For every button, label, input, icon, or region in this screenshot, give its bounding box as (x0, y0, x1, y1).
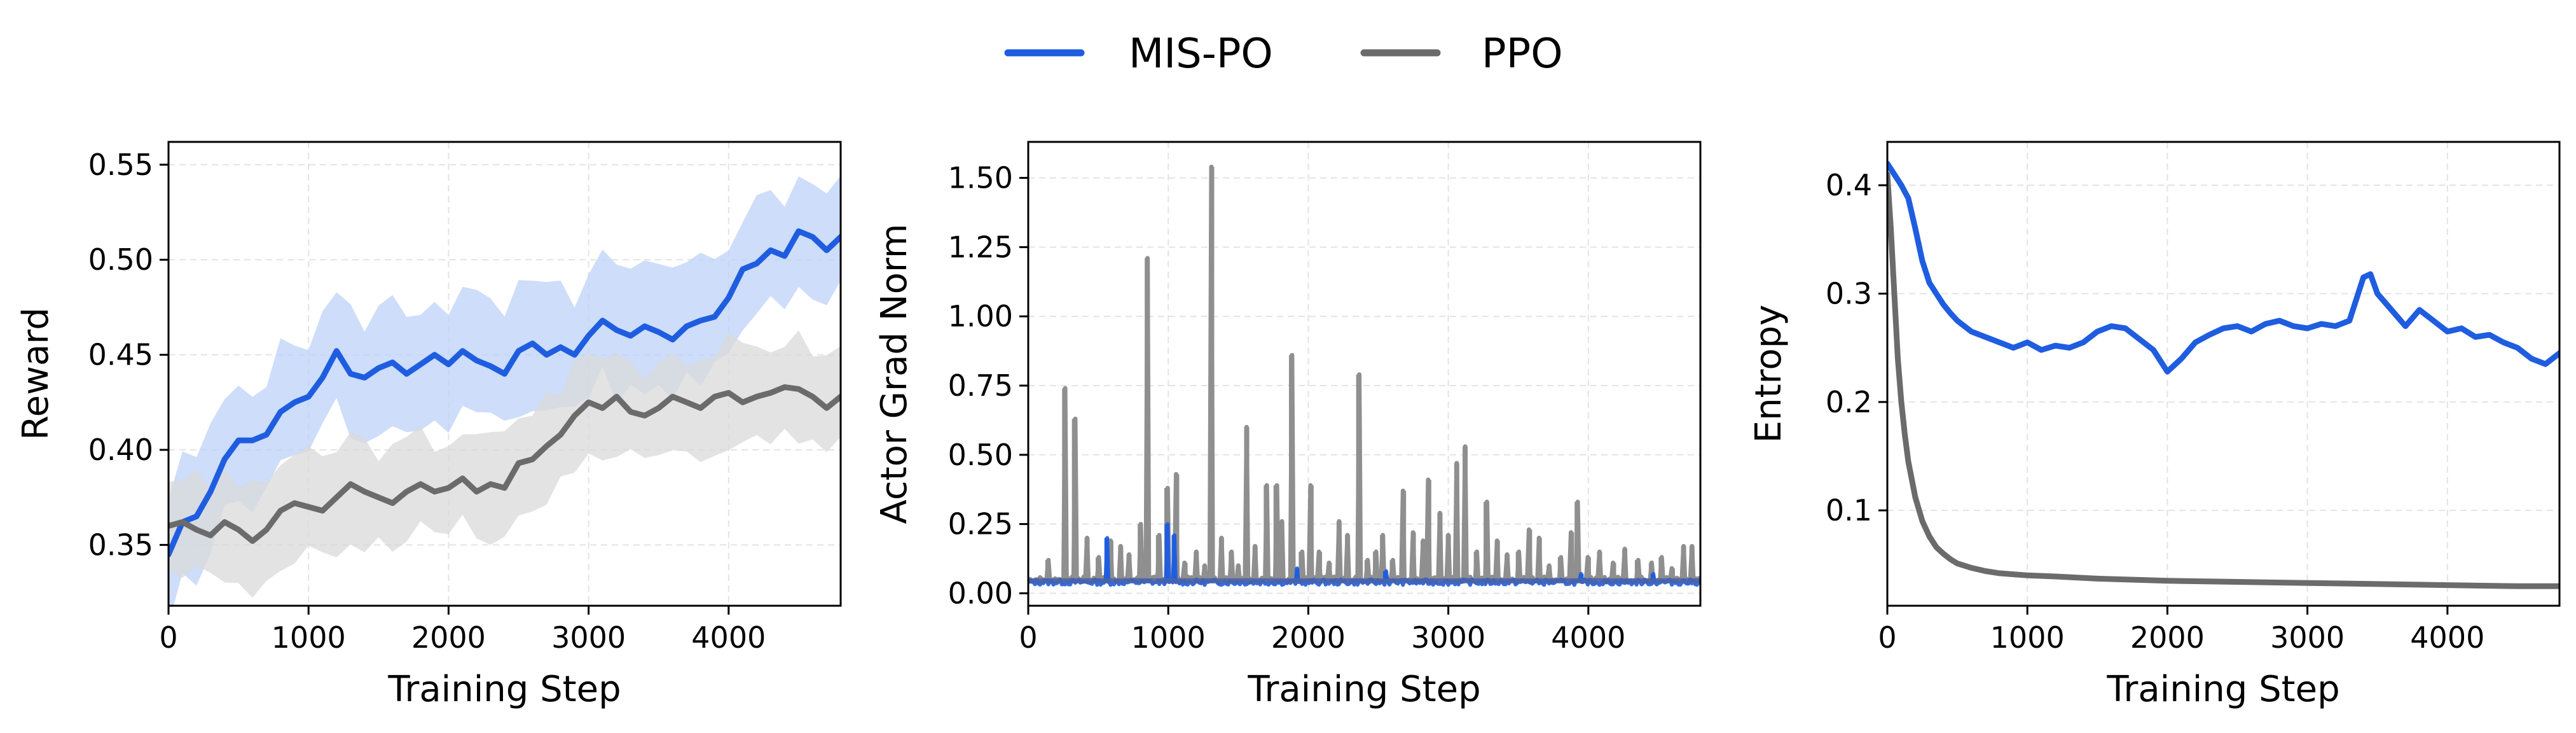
y-axis-label: Actor Grad Norm (874, 224, 915, 524)
legend-label-mis-po: MIS-PO (1129, 31, 1273, 78)
y-tick-label: 0.35 (88, 527, 153, 562)
x-axis-label: Training Step (2106, 669, 2339, 710)
y-tick-label: 0.1 (1826, 493, 1872, 527)
y-tick-label: 1.00 (948, 299, 1013, 333)
x-tick-label: 0 (1878, 620, 1896, 655)
x-tick-label: 4000 (2410, 620, 2484, 655)
x-axis-label: Training Step (1247, 669, 1480, 710)
x-tick-label: 2000 (411, 620, 486, 655)
y-axis-label: Entropy (1748, 305, 1789, 443)
y-tick-label: 0.50 (88, 242, 153, 277)
x-axis-label: Training Step (387, 669, 621, 710)
y-axis-label: Reward (15, 307, 57, 440)
y-tick-label: 0.4 (1826, 168, 1872, 202)
y-tick-label: 0.3 (1826, 276, 1872, 311)
y-tick-label: 0.40 (88, 433, 153, 467)
plot-area (1887, 160, 2559, 589)
x-tick-label: 4000 (1551, 620, 1625, 655)
plot-frame (1027, 141, 1702, 607)
plot-area (1028, 164, 1700, 587)
x-tick-label: 1000 (272, 620, 346, 655)
y-tick-label: 1.25 (948, 230, 1013, 264)
confidence-band-mis-po (169, 176, 841, 606)
x-tick-label: 1000 (1990, 620, 2065, 655)
legend-label-ppo: PPO (1482, 31, 1563, 78)
actor-grad-norm-chart: 0 1000 2000 3000 4000 0.00 0.25 0.50 0.75 1.00 1.2… (874, 141, 1702, 710)
series-line-ppo (1887, 171, 2559, 589)
y-tick-label: 0.2 (1826, 385, 1872, 419)
x-tick-label: 0 (159, 620, 177, 655)
legend: MIS-PO PPO (1004, 31, 1563, 78)
y-tick-label: 0.45 (88, 338, 153, 372)
x-tick-label: 4000 (691, 620, 766, 655)
y-tick-label: 0.50 (948, 438, 1013, 472)
y-tick-label: 0.55 (88, 148, 153, 182)
series-line-ppo (1028, 164, 1700, 585)
plot-area (169, 176, 841, 606)
plot-frame (1886, 141, 2561, 607)
x-tick-label: 1000 (1131, 620, 1206, 655)
x-tick-label: 3000 (1411, 620, 1485, 655)
entropy-chart: 0 1000 2000 3000 4000 0.1 0.2 0.3 0.4 Training St… (1748, 141, 2561, 710)
x-tick-label: 2000 (2130, 620, 2205, 655)
reward-chart: 0 1000 2000 3000 4000 0.35 0.40 0.45 0.50 0.55 Tra… (15, 141, 842, 710)
x-tick-label: 3000 (2270, 620, 2345, 655)
y-tick-label: 1.50 (948, 161, 1013, 195)
y-tick-label: 0.00 (948, 576, 1013, 610)
plot-frame (167, 141, 842, 607)
x-tick-label: 3000 (551, 620, 626, 655)
series-line-mis-po (1887, 160, 2559, 375)
y-tick-label: 0.25 (948, 507, 1013, 541)
y-tick-label: 0.75 (948, 368, 1013, 403)
x-tick-label: 0 (1019, 620, 1037, 655)
x-tick-label: 2000 (1271, 620, 1346, 655)
